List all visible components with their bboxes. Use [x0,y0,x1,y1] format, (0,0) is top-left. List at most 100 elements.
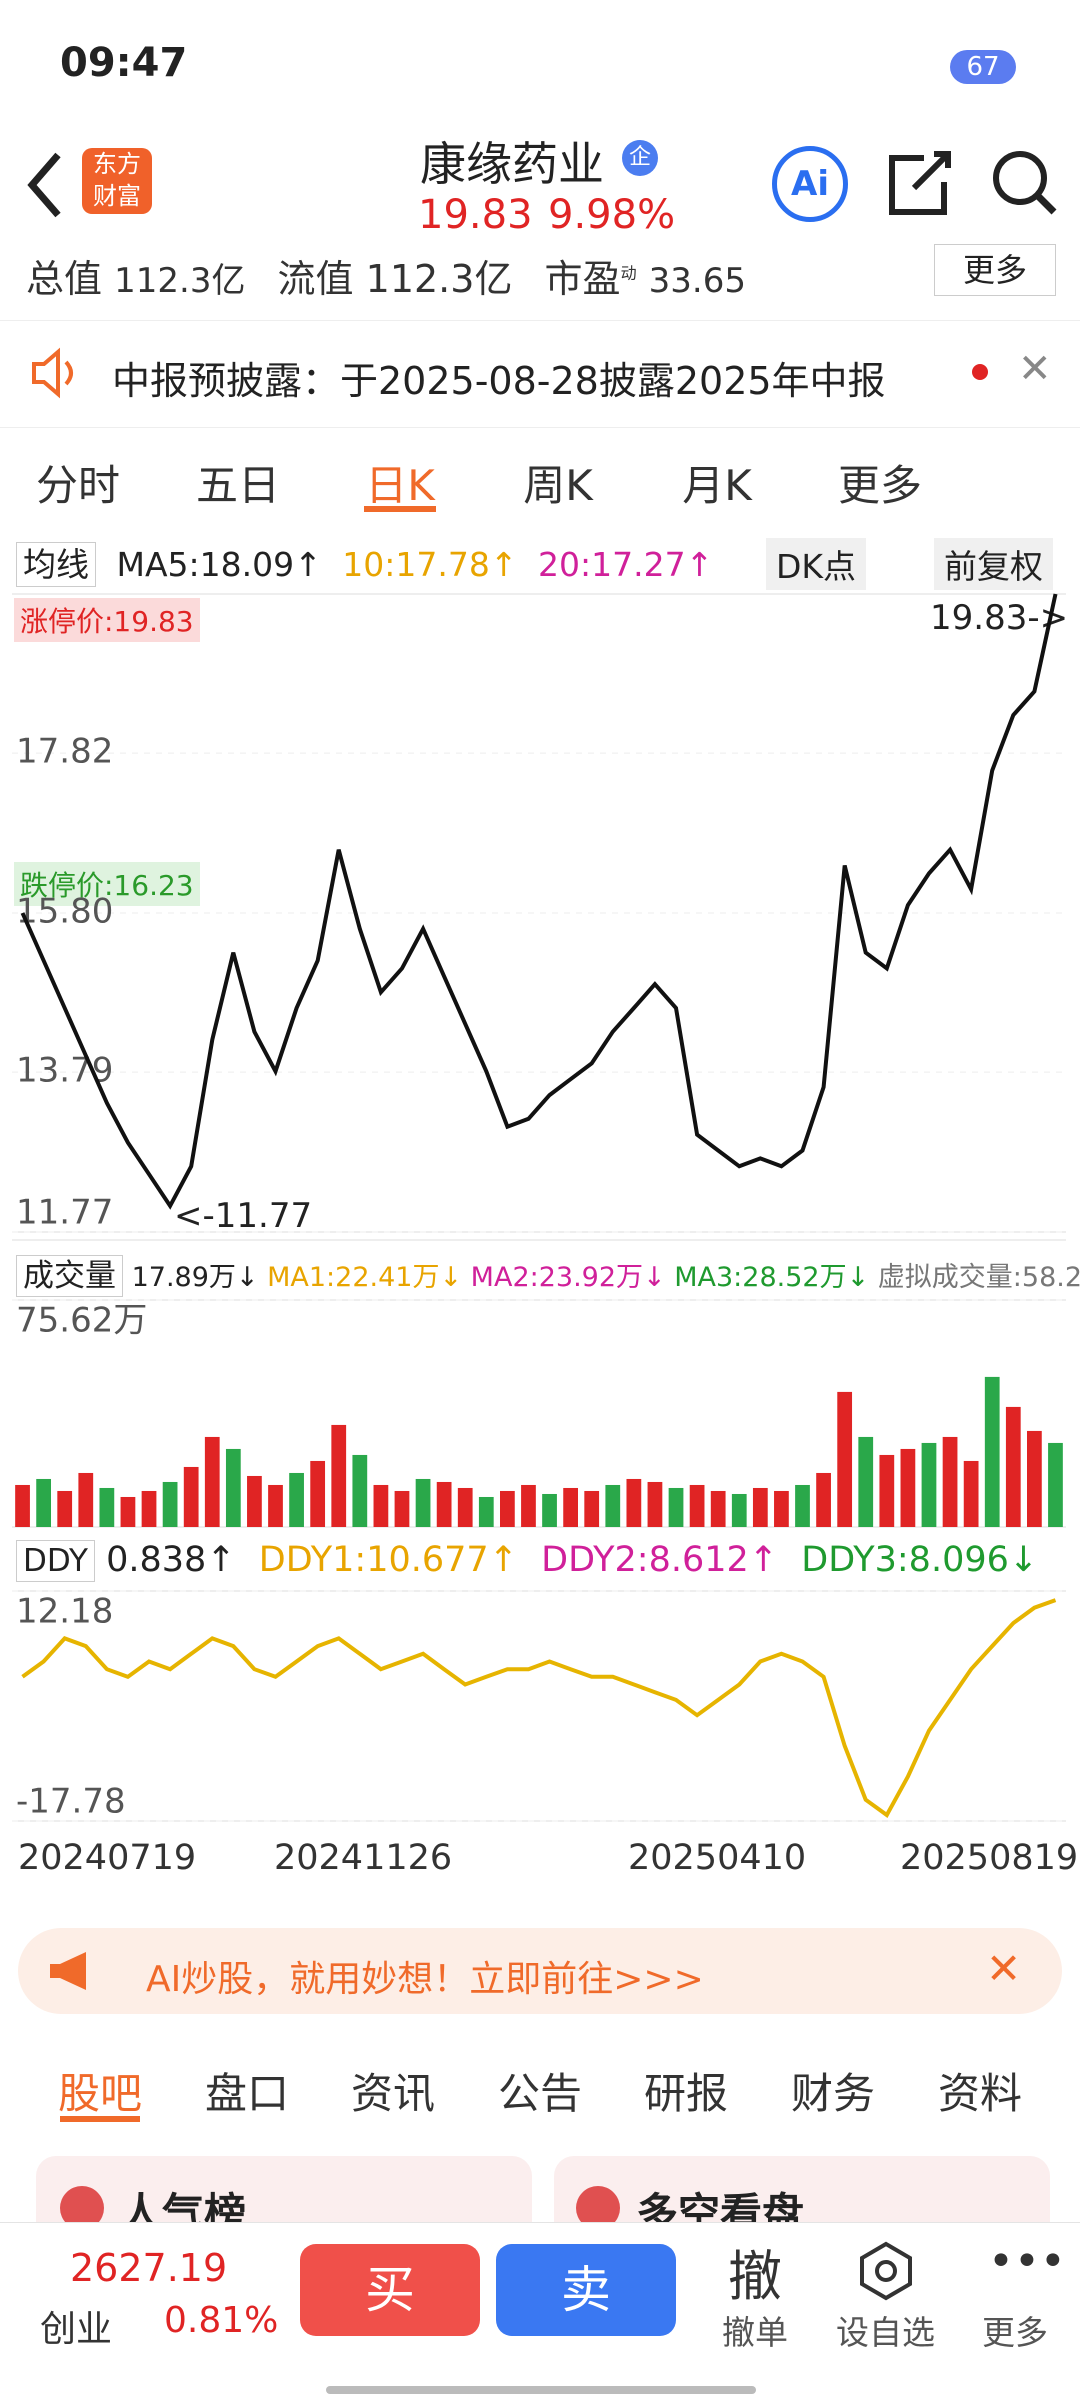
speaker [32,347,73,399]
bar [1027,1430,1042,1527]
ddy3: DDY3:8.096↓ [801,1540,1039,1580]
label: 总值 [26,257,103,301]
bar [710,1490,726,1527]
badge: 企 [622,140,658,176]
bar [415,1478,431,1527]
watch[interactable]: 设自选 [836,2313,935,2352]
selector[interactable]: 均线 [16,542,96,587]
search[interactable] [990,148,1060,218]
bar [563,1487,578,1527]
bar [879,1454,895,1527]
y-tick-label: -17.78 [16,1782,126,1822]
selector[interactable]: DDY [16,1540,95,1582]
bar [247,1475,262,1527]
bar [626,1478,642,1527]
horn [50,1952,86,1990]
date-label: 20240719 [18,1838,197,1878]
bar [436,1481,452,1527]
share[interactable] [884,148,954,218]
info-tab[interactable]: 资讯 [350,2069,436,2118]
bar [752,1487,768,1527]
limit-down: 跌停价:16.23 [14,862,200,906]
more-icon[interactable]: ••• [988,2236,1066,2287]
cancel-icon[interactable]: 撤 [728,2245,782,2308]
sell-button[interactable]: 卖 [496,2244,676,2336]
info-tab[interactable]: 盘口 [204,2069,290,2118]
bar [647,1481,663,1527]
bar [331,1424,347,1527]
volume-bar: 成交量 17.89万↓ MA1:22.41万↓ MA2:23.92万↓ MA3:… [16,1250,1080,1297]
info-tab[interactable]: 公告 [497,2069,583,2118]
ma20: 20:17.27↑ [538,545,714,584]
bar [689,1484,705,1527]
battery: 67 [950,50,1016,84]
bar [120,1496,136,1527]
bar [963,1460,979,1527]
bar [225,1448,241,1527]
notice[interactable]: 中报预披露：于2025-08-28披露2025年中报 [112,359,886,403]
selector[interactable]: 成交量 [16,1255,123,1297]
watch-icon[interactable] [856,2240,916,2301]
period-tab[interactable]: 周K [523,461,593,510]
limit-up: 涨停价:19.83 [14,598,200,642]
y-tick-label: 11.77 [16,1193,113,1233]
more[interactable]: 更多 [982,2313,1048,2352]
ad-text[interactable]: AI炒股，就用妙想！立即前往>>> [146,1959,704,2000]
y-tick-label: 17.82 [16,732,113,772]
bar [542,1493,557,1527]
value: 33.65 [648,261,747,301]
ma1: MA1:22.41万↓ [267,1262,463,1293]
ad-close[interactable]: ✕ [986,1944,1022,1993]
period-tab[interactable]: 日K [365,461,435,510]
info-tab[interactable]: 资料 [937,2069,1023,2118]
close[interactable]: ✕ [1018,346,1052,392]
ddy: 0.838↑ [106,1540,236,1580]
bar [921,1442,937,1527]
period-tab[interactable]: 五日 [195,461,281,510]
last-price: 19.83-> [930,598,1069,638]
bar [141,1490,157,1527]
home-indicator [326,2386,756,2394]
info-tab[interactable]: 财务 [790,2069,876,2118]
bar [373,1484,389,1527]
bar [15,1484,30,1527]
cancel[interactable]: 撤单 [722,2313,788,2352]
bar [900,1448,916,1527]
y-tick-label: 15.80 [16,892,113,932]
note: 动 [620,263,637,283]
change: 9.98% [548,192,676,238]
virtual: 虚拟成交量:58.28万 [877,1262,1080,1293]
value: 112.3亿 [114,261,246,301]
bar [289,1472,304,1527]
index-name: 创业 [40,2309,113,2350]
ma3: MA3:28.52万↓ [674,1262,870,1293]
bar [394,1490,410,1527]
buy-button[interactable]: 买 [300,2244,480,2336]
period-tab[interactable]: 更多 [837,461,923,510]
bar [774,1490,789,1527]
tab-underline [364,506,436,512]
info-tab[interactable]: 研报 [643,2069,729,2118]
bar [204,1436,220,1527]
adjust-button[interactable]: 前复权 [934,538,1053,590]
bar [78,1472,94,1527]
label: 流值 [277,257,354,301]
notice-bar [0,320,1080,428]
dk-button[interactable]: DK点 [766,538,867,590]
info-tab[interactable]: 股吧 [57,2069,143,2118]
y-tick-label: 75.62万 [16,1301,147,1341]
ma5: MA5:18.09↑ [116,545,322,584]
bar [731,1493,747,1527]
ma2: MA2:23.92万↓ [470,1262,666,1293]
bar [984,1376,1000,1527]
ai-button[interactable]: Ai [772,146,848,222]
more-button[interactable]: 更多 [934,244,1056,296]
bar [942,1436,958,1527]
bar [1005,1406,1021,1527]
ad-banner[interactable] [18,1928,1062,2014]
period-tab[interactable]: 月K [682,461,752,510]
period-tab[interactable]: 分时 [35,461,121,510]
back[interactable] [18,145,78,225]
